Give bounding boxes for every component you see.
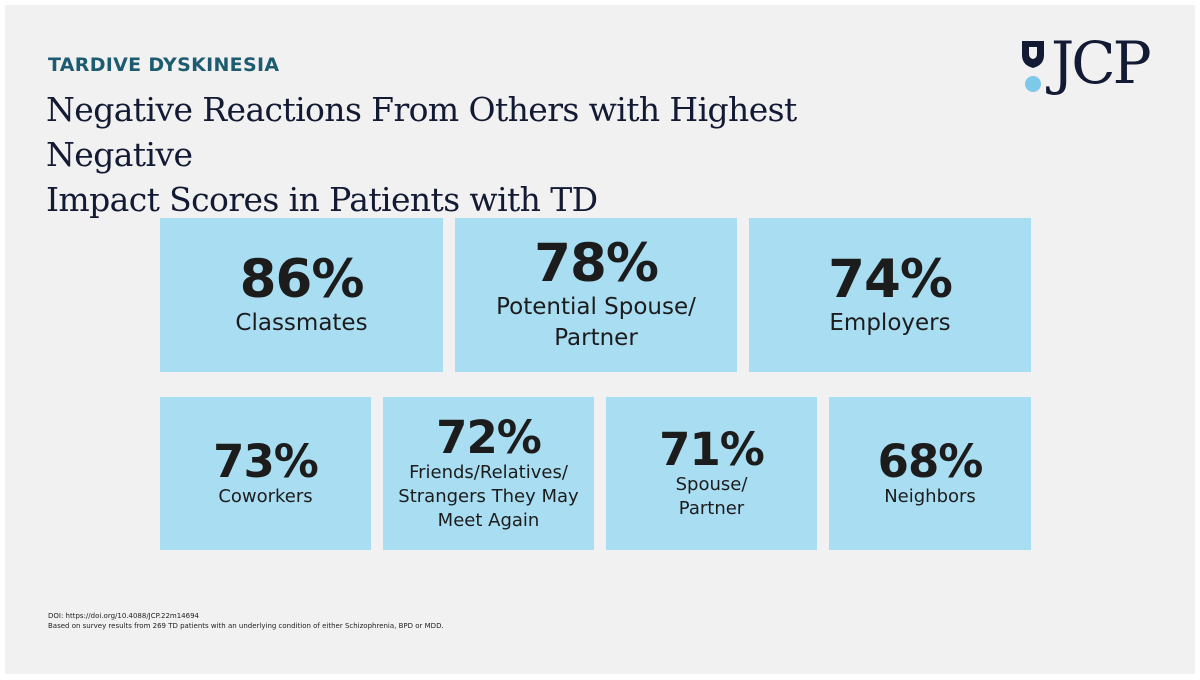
stat-label: Spouse/ Partner xyxy=(675,473,748,519)
stat-label: Employers xyxy=(829,309,951,336)
infographic-card: TARDIVE DYSKINESIA Negative Reactions Fr… xyxy=(5,5,1195,674)
stat-tile-potential-spouse-partner: 78% Potential Spouse/ Partner xyxy=(455,218,737,372)
stat-value: 78% xyxy=(534,233,659,294)
logo-wordmark: JCP xyxy=(1051,29,1152,97)
jcp-logo: JCP xyxy=(1021,29,1171,115)
stat-tile-employers: 74% Employers xyxy=(749,218,1031,372)
stat-value: 86% xyxy=(239,248,365,310)
title-line-2: Impact Scores in Patients with TD xyxy=(46,180,598,219)
stat-tile-neighbors: 68% Neighbors xyxy=(829,397,1031,550)
stat-value: 73% xyxy=(213,434,319,488)
stat-tile-coworkers: 73% Coworkers xyxy=(160,397,371,550)
shield-dot-logo-icon xyxy=(1022,41,1044,92)
stat-tile-spouse-partner: 71% Spouse/ Partner xyxy=(606,397,817,550)
stat-value: 74% xyxy=(828,248,953,310)
stat-label: Neighbors xyxy=(884,485,976,507)
title-line-1: Negative Reactions From Others with High… xyxy=(46,90,797,174)
stat-label: Friends/Relatives/ Strangers They May Me… xyxy=(398,461,579,531)
stat-tile-friends-relatives-strangers: 72% Friends/Relatives/ Strangers They Ma… xyxy=(383,397,594,550)
stat-value: 68% xyxy=(877,434,984,488)
page-title: Negative Reactions From Others with High… xyxy=(46,87,946,222)
stat-label: Coworkers xyxy=(218,485,313,507)
stat-label: Classmates xyxy=(235,309,368,336)
stat-value: 72% xyxy=(436,410,542,464)
footer-doi: DOI: https://doi.org/10.4088/JCP.22m1469… xyxy=(48,612,199,620)
stat-tile-classmates: 86% Classmates xyxy=(160,218,443,372)
stat-value: 71% xyxy=(659,422,765,476)
stat-label: Potential Spouse/ Partner xyxy=(496,294,696,351)
topic-label: TARDIVE DYSKINESIA xyxy=(48,54,280,76)
footer-note: Based on survey results from 269 TD pati… xyxy=(48,622,444,630)
